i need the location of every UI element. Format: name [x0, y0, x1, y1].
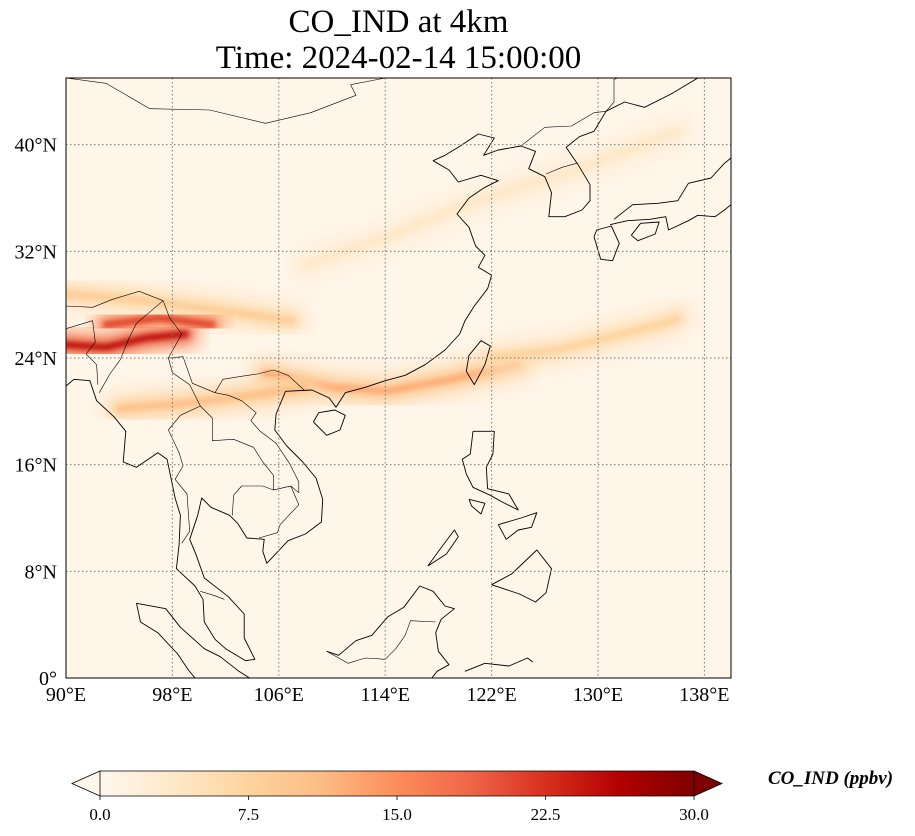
- coastline-luzon: [461, 430, 519, 511]
- lat-tick-label: 8°N: [25, 561, 57, 583]
- border-cambodia-border: [232, 485, 300, 539]
- border-russia-china: [605, 78, 618, 112]
- colorbar-max-extend: [693, 770, 723, 797]
- lon-tick-label: 114°E: [360, 684, 409, 706]
- colorbar-tick-label: 22.5: [531, 805, 561, 824]
- coastline-china-coast: [285, 133, 521, 408]
- coastline-sulawesi: [464, 657, 534, 672]
- coastline-borneo: [326, 585, 455, 678]
- colorbar-gradient: [100, 771, 694, 796]
- latitude-tick-labels: 0° 8°N 16°N 24°N 32°N 40°N: [15, 135, 57, 690]
- border-north-korea-border: [520, 111, 607, 147]
- border-laos-border: [200, 392, 300, 494]
- map-title-line-1: CO_IND at 4km: [288, 4, 509, 40]
- coastline-bay-of-bengal: [66, 385, 67, 386]
- lat-tick-label: 24°N: [15, 348, 57, 370]
- colorbar-tick-label: 0.0: [89, 805, 110, 824]
- coastline-sumatra-west: [136, 603, 196, 678]
- coastline-honshu: [609, 204, 731, 231]
- colorbar-tick-label: 15.0: [382, 805, 412, 824]
- coastline-palawan: [427, 529, 459, 567]
- map-panel: [65, 77, 732, 679]
- border-layer: [66, 78, 618, 664]
- border-mongolia-border: [66, 78, 386, 124]
- border-india-bangladesh: [66, 320, 99, 385]
- lat-tick-label: 16°N: [15, 455, 57, 477]
- lon-tick-label: 138°E: [679, 684, 729, 706]
- coastline-mindanao: [491, 549, 552, 603]
- coastline-indochina-coast: [66, 378, 324, 662]
- colorbar: 0.0 7.5 15.0 22.5 30.0: [71, 770, 723, 824]
- border-thai-malay-border: [200, 591, 225, 600]
- colorbar-tick-label: 7.5: [238, 805, 259, 824]
- lat-tick-label: 40°N: [15, 135, 57, 157]
- coastline-korea: [520, 111, 607, 218]
- map-frame: [65, 77, 732, 679]
- colorbar-min-extend: [71, 770, 101, 797]
- border-myanmar-east: [168, 357, 201, 544]
- coastline-kyushu: [593, 225, 620, 262]
- colorbar-ticks: 0.0 7.5 15.0 22.5 30.0: [89, 796, 709, 824]
- coastline-honshu-north: [613, 157, 731, 220]
- plume-yunnan-band: [88, 301, 230, 342]
- longitude-tick-labels: 90°E 98°E 106°E 114°E 122°E 130°E 138°E: [46, 684, 730, 706]
- plume-pacific-tail: [474, 301, 695, 375]
- coastline-layer: [66, 78, 731, 678]
- border-myanmar-west: [99, 300, 164, 393]
- coastline-mindoro: [468, 498, 486, 515]
- plume-east-china-haze: [288, 114, 695, 282]
- gridlines: [66, 78, 731, 678]
- colorbar-tick-label: 30.0: [679, 805, 709, 824]
- coastline-sumatra: [136, 602, 250, 678]
- coastline-hainan: [313, 409, 346, 436]
- lon-tick-label: 122°E: [466, 684, 516, 706]
- lon-tick-label: 130°E: [573, 684, 623, 706]
- lon-tick-label: 106°E: [254, 684, 304, 706]
- lon-tick-label: 98°E: [152, 684, 192, 706]
- lon-tick-label: 90°E: [46, 684, 86, 706]
- coastline-shikoku: [630, 221, 660, 242]
- lat-tick-label: 0°: [39, 668, 57, 690]
- lat-tick-label: 32°N: [15, 241, 57, 263]
- map-title-line-2: Time: 2024-02-14 15:00:00: [215, 40, 582, 76]
- coastline-visayas: [497, 512, 538, 540]
- coastline-north-coast: [605, 78, 699, 112]
- colorbar-label: CO_IND (ppbv): [768, 768, 894, 789]
- plume-myanmar-hotspots: [66, 317, 203, 365]
- border-korea-dmz: [545, 163, 577, 175]
- border-china-south-border: [66, 290, 305, 394]
- plume-indochina-band: [102, 370, 323, 426]
- border-borneo-border: [326, 620, 436, 664]
- coastline-taiwan: [465, 340, 491, 386]
